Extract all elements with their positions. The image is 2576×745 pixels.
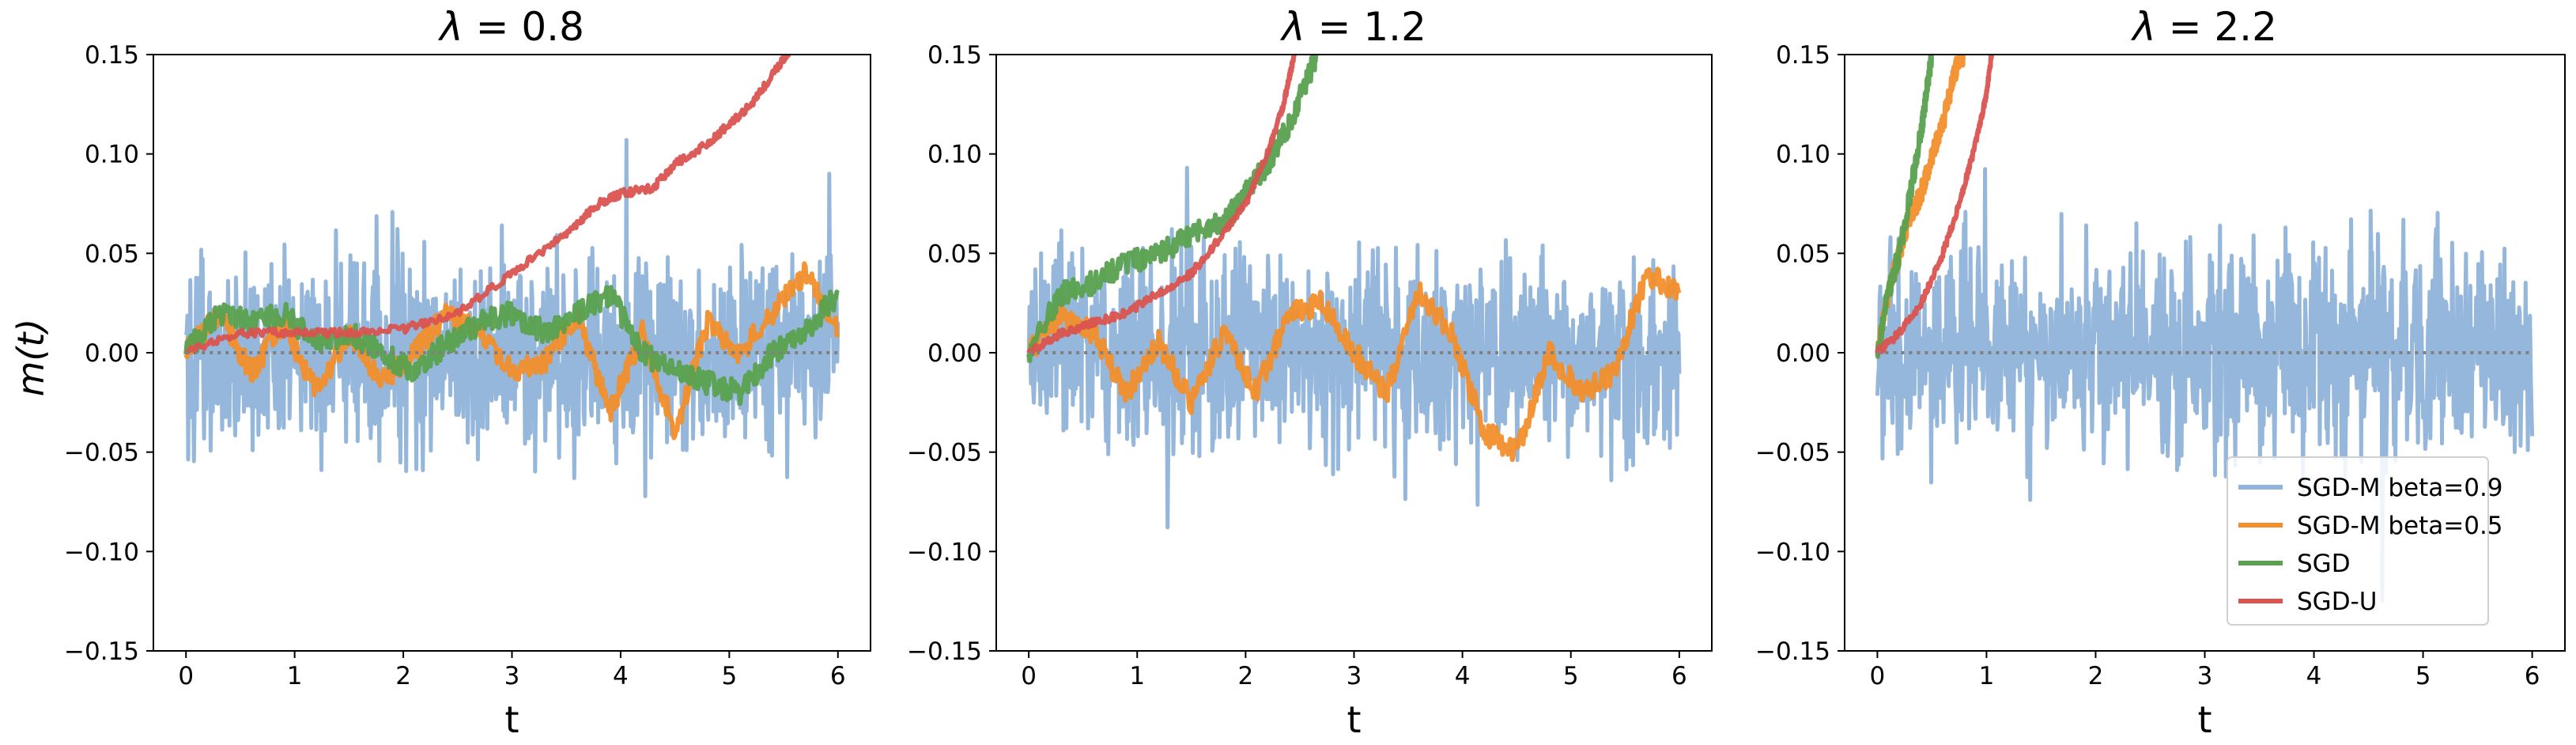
legend-label-sgd: SGD: [2297, 550, 2351, 578]
x-tick-label: 4: [1455, 662, 1471, 690]
x-tick-label: 4: [613, 662, 629, 690]
x-axis-label: t: [504, 698, 519, 741]
plot-area: [183, 55, 840, 498]
y-tick-label: 0.05: [1776, 240, 1830, 268]
y-tick-label: 0.05: [85, 240, 139, 268]
legend-label-sgd-m-beta-0-5: SGD-M beta=0.5: [2297, 512, 2503, 540]
y-tick-label: 0.00: [85, 339, 139, 368]
panel-title: λ = 2.2: [2130, 4, 2277, 50]
x-tick-label: 1: [1129, 662, 1145, 690]
y-tick-label: −0.15: [1755, 637, 1830, 666]
y-tick-label: 0.10: [1776, 141, 1830, 169]
plot-area: [1875, 55, 2535, 603]
title-symbol: λ: [437, 4, 463, 50]
series-sgd-m-beta-0-9-line: [1875, 167, 2535, 603]
x-tick-label: 2: [395, 662, 411, 690]
y-tick-label: −0.15: [907, 637, 982, 666]
legend-box: [2227, 456, 2489, 626]
y-tick-label: 0.10: [927, 141, 982, 169]
series-sgd-u-line: [1026, 55, 1297, 354]
panels: 0 1 2 3 4 5 6 −0.15 −0.10 −0.05 0.00 0.05 0.10 0.15 t λ…: [64, 4, 2566, 741]
title-value: = 2.2: [2156, 4, 2277, 50]
panel-title: λ = 1.2: [1279, 4, 1426, 50]
x-tick-label: 0: [1021, 662, 1037, 690]
x-axis-label: t: [2197, 698, 2212, 741]
y-tick-label: 0.00: [927, 339, 982, 368]
x-tick-label: 6: [2525, 662, 2540, 690]
y-tick-label: 0.15: [1776, 41, 1830, 70]
y-tick-label: 0.10: [85, 141, 139, 169]
y-tick-label: −0.05: [1755, 439, 1830, 467]
y-tick-label: −0.05: [64, 439, 139, 467]
panel-2: 0 1 2 3 4 5 6 −0.15 −0.10 −0.05 0.00 0.05 0.10 0.15 t λ…: [907, 4, 1713, 741]
x-tick-label: 5: [2415, 662, 2431, 690]
x-tick-label: 1: [287, 662, 303, 690]
y-tick-label: −0.05: [907, 439, 982, 467]
series-sgd-line: [1875, 55, 1934, 359]
legend-label-sgd-m-beta-0-9: SGD-M beta=0.9: [2297, 474, 2503, 502]
x-tick-label: 3: [504, 662, 520, 690]
y-axis-label: m(t): [9, 319, 52, 397]
x-tick-label: 6: [830, 662, 846, 690]
y-tick-label: 0.15: [85, 41, 139, 70]
x-tick-label: 3: [2197, 662, 2213, 690]
x-tick-label: 6: [1671, 662, 1687, 690]
legend: SGD-M beta=0.9 SGD-M beta=0.5 SGD SGD-U: [2227, 456, 2503, 626]
title-symbol: λ: [1279, 4, 1305, 50]
x-tick-label: 2: [1238, 662, 1254, 690]
y-tick-label: −0.10: [907, 538, 982, 566]
series-sgd-u-line: [1875, 55, 1995, 355]
title-value: = 1.2: [1305, 4, 1426, 50]
y-tick-label: 0.00: [1776, 339, 1830, 368]
panel-title: λ = 0.8: [437, 4, 584, 50]
y-tick-label: −0.15: [64, 637, 139, 666]
title-value: = 0.8: [463, 4, 584, 50]
x-tick-label: 3: [1347, 662, 1362, 690]
series-sgd-m-beta-0-5-line: [183, 261, 840, 441]
series-sgd-u-line: [184, 55, 791, 355]
y-tick-label: 0.05: [927, 240, 982, 268]
title-symbol: λ: [2130, 4, 2156, 50]
x-tick-label: 5: [721, 662, 737, 690]
x-tick-label: 0: [178, 662, 194, 690]
y-tick-label: 0.15: [927, 41, 982, 70]
legend-label-sgd-u: SGD-U: [2297, 588, 2377, 616]
x-tick-label: 0: [1870, 662, 1886, 690]
series-sgd-line: [1026, 55, 1319, 364]
x-tick-label: 2: [2088, 662, 2104, 690]
x-tick-label: 1: [1979, 662, 1995, 690]
panel-1: 0 1 2 3 4 5 6 −0.15 −0.10 −0.05 0.00 0.05 0.10 0.15 t λ…: [64, 4, 871, 741]
x-tick-label: 5: [1563, 662, 1579, 690]
y-tick-label: −0.10: [64, 538, 139, 566]
plot-area: [1026, 55, 1682, 530]
panel-3: 0 1 2 3 4 5 6 −0.15 −0.10 −0.05 0.00 0.05 0.10 0.15 t λ…: [1755, 4, 2566, 741]
x-axis-label: t: [1347, 698, 1361, 741]
y-tick-label: −0.10: [1755, 538, 1830, 566]
x-tick-label: 4: [2306, 662, 2322, 690]
